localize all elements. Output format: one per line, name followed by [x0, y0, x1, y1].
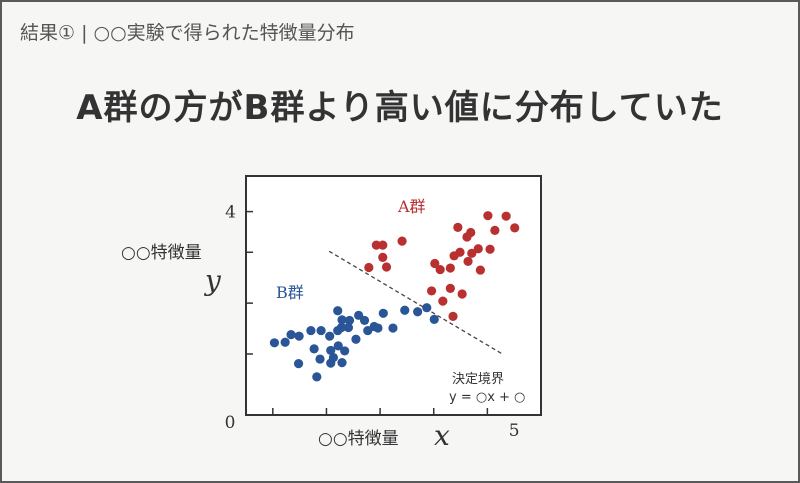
x-tick-label-1: 5	[509, 421, 520, 441]
decision-boundary	[328, 250, 503, 355]
group-b-point-12	[333, 306, 343, 316]
group-b-point-5	[309, 344, 319, 354]
group-b-point-4	[306, 325, 316, 336]
group-a-point-21	[475, 265, 485, 275]
group-a-point-0	[364, 262, 374, 273]
group-b-point-13	[336, 322, 347, 333]
group-b-point-1	[280, 337, 290, 347]
group-b-point-33	[328, 352, 339, 363]
axis-ticks: 0 5 4	[225, 203, 520, 441]
group-b-point-30	[293, 359, 304, 369]
x-tick-label-0: 0	[225, 413, 236, 433]
group-a-point-14	[455, 247, 465, 257]
group-b-label: B群	[276, 283, 304, 302]
group-a-point-23	[485, 244, 495, 254]
boundary-line	[328, 250, 503, 355]
group-b-point-11	[333, 341, 343, 351]
x-axis-symbol: x	[434, 419, 450, 452]
group-b-point-16	[343, 322, 354, 333]
group-b-point-15	[340, 346, 350, 356]
group-b-point-29	[429, 314, 439, 324]
group-a-point-6	[426, 286, 437, 296]
group-a-point-11	[445, 283, 455, 293]
group-a-point-19	[467, 248, 477, 258]
breadcrumb: 結果① | ○○実験で得られた特徴量分布	[20, 22, 355, 44]
group-b-point-0	[269, 338, 280, 348]
group-b-point-27	[413, 307, 423, 317]
group-a-point-3	[378, 252, 388, 262]
group-a-point-18	[466, 227, 476, 238]
group-a-point-1	[371, 240, 381, 250]
group-a-point-15	[457, 289, 467, 299]
group-a-point-5	[397, 236, 407, 246]
group-b-point-25	[388, 323, 398, 333]
group-a-point-24	[490, 225, 500, 236]
group-b-point-9	[326, 345, 336, 356]
x-axis-label: ○○特徴量	[318, 429, 399, 449]
group-a-point-22	[483, 211, 493, 221]
page-title: A群の方がB群より高い値に分布していた	[76, 88, 724, 128]
chart-labels: A群 B群 決定境界 y = ○x + ○ ○○特徴量 y ○○特徴量 x	[121, 197, 525, 452]
y-axis-label: ○○特徴量	[121, 243, 202, 263]
group-a-point-2	[378, 240, 388, 250]
group-a-point-10	[445, 263, 455, 273]
group-b-point-23	[373, 323, 383, 333]
group-b-point-26	[400, 305, 410, 315]
group-a-point-13	[453, 222, 463, 232]
group-a-point-7	[430, 258, 440, 269]
group-a-label: A群	[397, 197, 426, 216]
group-b-point-7	[316, 325, 326, 336]
y-axis-symbol: y	[203, 264, 222, 297]
group-a-point-17	[463, 256, 473, 267]
group-a-point-4	[381, 262, 392, 272]
group-b-point-3	[294, 331, 304, 341]
group-a-point-26	[510, 223, 520, 233]
group-b-point-8	[325, 331, 335, 341]
group-b-point-24	[378, 308, 388, 318]
group-b-point-20	[359, 315, 370, 326]
group-a-point-8	[435, 264, 445, 275]
group-b-point-18	[351, 334, 361, 344]
group-b-point-28	[422, 303, 432, 313]
group-b-point-31	[312, 372, 322, 382]
y-tick-label-0: 4	[225, 203, 236, 223]
group-b-point-34	[337, 358, 347, 368]
group-b-point-17	[344, 315, 355, 326]
group-a-point-9	[438, 296, 448, 306]
data-points	[269, 211, 520, 382]
boundary-equation: y = ○x + ○	[449, 390, 525, 405]
group-a-point-20	[473, 244, 483, 254]
group-b-point-2	[286, 330, 296, 340]
group-a-point-27	[448, 311, 458, 321]
group-b-point-6	[315, 354, 325, 364]
group-b-point-14	[337, 315, 347, 325]
boundary-label: 決定境界	[452, 372, 504, 387]
group-a-point-25	[501, 211, 511, 221]
